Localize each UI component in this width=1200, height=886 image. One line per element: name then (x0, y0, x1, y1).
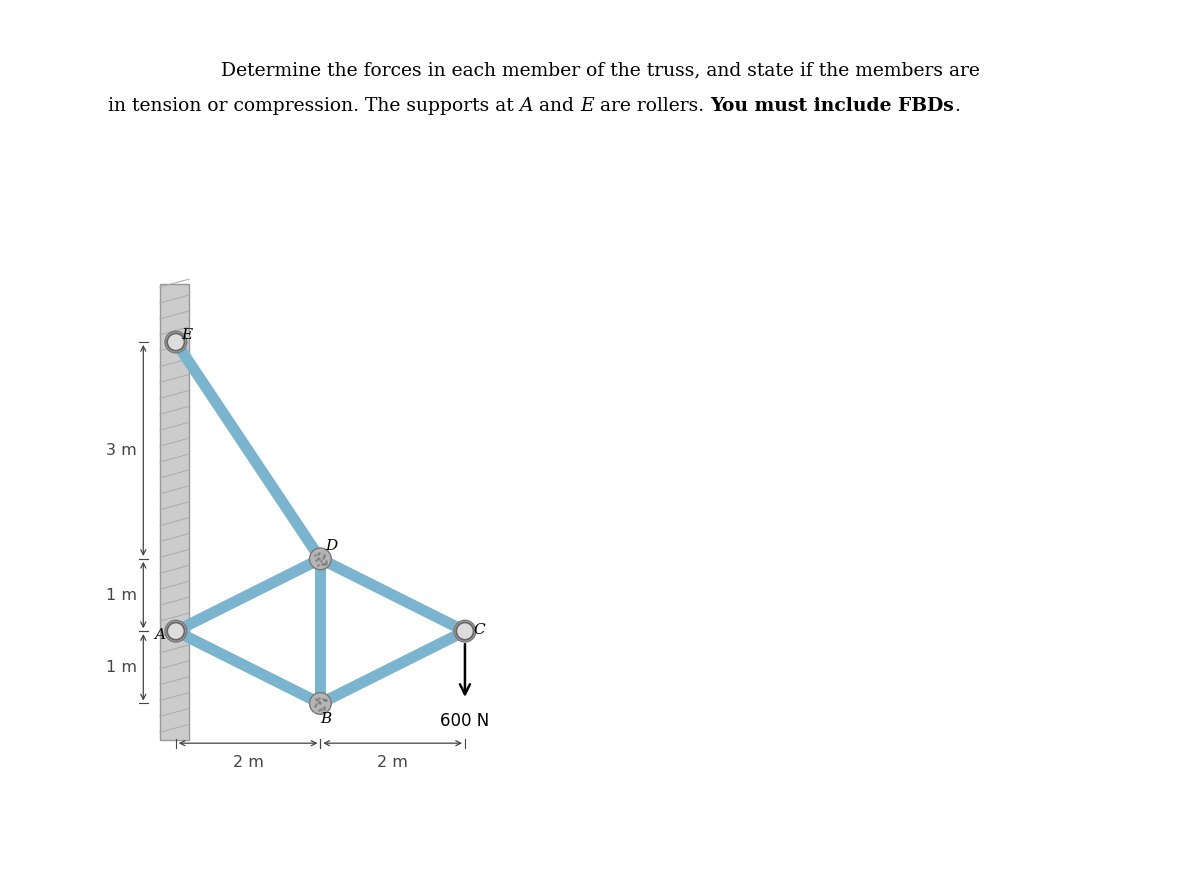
Text: You must include FBDs: You must include FBDs (710, 97, 954, 115)
Text: and: and (533, 97, 580, 115)
Text: are rollers.: are rollers. (594, 97, 710, 115)
Text: in tension or compression. The supports at: in tension or compression. The supports … (108, 97, 520, 115)
Text: 2 m: 2 m (377, 755, 408, 770)
Text: A: A (155, 628, 166, 641)
Circle shape (164, 620, 187, 642)
Text: E: E (580, 97, 594, 115)
Circle shape (454, 620, 475, 642)
Text: D: D (325, 539, 337, 553)
Circle shape (310, 693, 331, 714)
Circle shape (164, 331, 187, 353)
Text: Determine the forces in each member of the truss, and state if the members are: Determine the forces in each member of t… (221, 61, 979, 79)
Text: 600 N: 600 N (440, 712, 490, 730)
Text: 1 m: 1 m (106, 660, 137, 675)
Circle shape (167, 623, 185, 640)
Circle shape (310, 548, 331, 570)
Text: 3 m: 3 m (106, 443, 137, 458)
Text: C: C (474, 623, 485, 637)
Circle shape (167, 333, 185, 351)
Text: A: A (520, 97, 533, 115)
Text: .: . (954, 97, 960, 115)
Text: E: E (181, 328, 192, 342)
Circle shape (456, 623, 474, 640)
Polygon shape (160, 284, 188, 740)
Text: B: B (320, 712, 331, 727)
Text: 1 m: 1 m (106, 587, 137, 602)
Text: 2 m: 2 m (233, 755, 264, 770)
